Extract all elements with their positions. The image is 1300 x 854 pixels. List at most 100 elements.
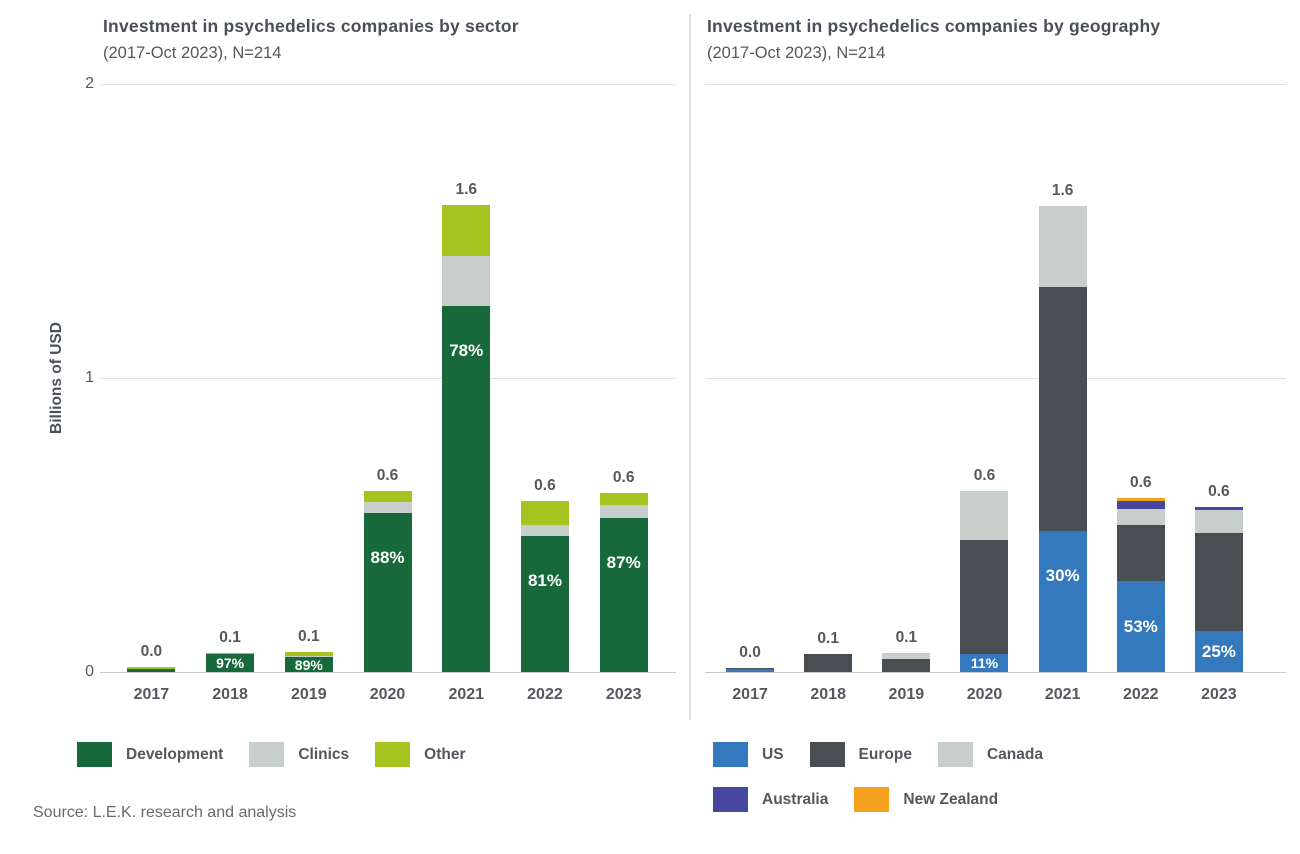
x-tick-2023: 2023 <box>605 686 642 703</box>
right-gridline-2 <box>705 84 1286 85</box>
left-chart-subtitle: (2017-Oct 2023), N=214 <box>103 44 282 62</box>
right-baseline <box>705 672 1286 673</box>
source-note: Source: L.E.K. research and analysis <box>33 804 297 821</box>
left-baseline <box>100 672 676 673</box>
x-tick-2020: 2020 <box>966 686 1003 703</box>
chart-divider <box>689 14 691 720</box>
x-tick-2023: 2023 <box>1201 686 1237 703</box>
bar-segment-clinics <box>520 525 569 536</box>
segment-percent-label: 88% <box>370 548 405 567</box>
legend-item-new-zealand: New Zealand <box>854 787 998 812</box>
bar-stack: 30% <box>1038 206 1087 672</box>
x-tick-2018: 2018 <box>212 686 248 703</box>
segment-percent-label: 11% <box>970 655 999 671</box>
legend-label: Australia <box>762 790 829 808</box>
bar-segment-other <box>284 652 333 656</box>
bar-segment-development: 78% <box>442 306 491 672</box>
bar-segment-canada <box>960 491 1009 540</box>
bar-segment-europe <box>1194 533 1243 631</box>
left-gridline-2 <box>100 84 676 85</box>
bar-stack: 97% <box>206 653 255 672</box>
x-tick-2022: 2022 <box>527 686 563 703</box>
legend-item-other: Other <box>375 742 466 767</box>
right-chart-legend-row2: Australia New Zealand <box>713 787 998 812</box>
x-tick-2021: 2021 <box>1044 686 1081 703</box>
legend-swatch-new-zealand <box>854 787 890 812</box>
legend-item-canada: Canada <box>937 742 1043 767</box>
legend-swatch-other <box>375 742 411 767</box>
x-tick-2020: 2020 <box>369 686 406 703</box>
left-gridline-1 <box>100 378 676 379</box>
bar-total-label: 0.0 <box>140 643 163 660</box>
right-chart-title: Investment in psychedelics companies by … <box>707 16 1161 36</box>
left-chart-plot: 0.0 0.1 97% 0.1 89% 0.6 88% 1.6 78% 0.6 81% 0.6 87% <box>112 84 663 672</box>
x-tick-2019: 2019 <box>888 686 925 703</box>
bar-segment-other <box>206 653 255 654</box>
segment-percent-label: 97% <box>216 655 245 671</box>
left-chart-title: Investment in psychedelics companies by … <box>103 16 519 36</box>
bar-stack <box>804 654 853 672</box>
bar-group-2019: 0.1 <box>867 84 945 672</box>
bar-segment-europe <box>1116 525 1165 581</box>
right-chart-legend-row1: US Europe Canada <box>713 742 1043 767</box>
y-axis-title: Billions of USD <box>48 322 65 434</box>
bar-total-label: 1.6 <box>455 181 478 198</box>
legend-item-australia: Australia <box>713 787 828 812</box>
bar-total-label: 0.6 <box>376 467 399 484</box>
y-tick-1: 1 <box>85 369 94 386</box>
bar-total-label: 0.6 <box>1129 474 1152 491</box>
right-chart-subtitle: (2017-Oct 2023), N=214 <box>707 44 886 62</box>
bar-segment-us: 25% <box>1194 631 1243 672</box>
bar-group-2017: 0.0 <box>711 84 789 672</box>
bar-total-label: 0.6 <box>1208 483 1230 500</box>
right-gridline-1 <box>705 378 1286 379</box>
bar-stack: 53% <box>1116 498 1165 672</box>
legend-label: Canada <box>986 745 1043 763</box>
bar-stack: 87% <box>599 493 648 672</box>
bar-group-2020: 0.6 88% <box>348 84 427 672</box>
x-tick-2017: 2017 <box>133 686 170 703</box>
x-tick-2019: 2019 <box>291 686 327 703</box>
bar-total-label: 0.1 <box>895 629 918 646</box>
legend-item-clinics: Clinics <box>249 742 349 767</box>
bar-segment-canada <box>1194 510 1243 533</box>
bar-total-label: 0.1 <box>298 628 320 645</box>
bar-segment-us: 53% <box>1116 581 1165 672</box>
left-x-axis-labels: 2017 2018 2019 2020 2021 2022 2023 <box>112 686 663 704</box>
legend-swatch-us <box>713 742 748 767</box>
legend-swatch-australia <box>713 787 748 812</box>
bar-segment-other <box>599 493 648 505</box>
bar-total-label: 0.1 <box>219 629 241 646</box>
bar-total-label: 0.0 <box>739 644 761 661</box>
legend-item-us: US <box>713 742 784 767</box>
x-tick-2017: 2017 <box>732 686 768 703</box>
segment-percent-label: 30% <box>1045 566 1080 585</box>
bar-segment-development: 81% <box>520 536 569 672</box>
legend-item-europe: Europe <box>809 742 912 767</box>
bar-stack <box>882 653 931 672</box>
x-tick-2021: 2021 <box>448 686 485 703</box>
bar-stack: 88% <box>363 491 412 672</box>
bar-segment-other <box>363 491 412 502</box>
bar-segment-europe <box>804 654 853 672</box>
bar-group-2023: 0.6 87% <box>584 84 663 672</box>
segment-percent-label: 87% <box>606 553 641 572</box>
bar-group-2019: 0.1 89% <box>269 84 348 672</box>
bar-segment-clinics <box>442 256 491 306</box>
bar-segment-other <box>442 205 491 256</box>
right-chart-plot: 0.0 0.1 0.1 0.6 11% 1.6 30% 0.6 53% 0.6 25% <box>711 84 1258 672</box>
bar-segment-development: 87% <box>599 518 648 672</box>
right-x-axis-labels: 2017 2018 2019 2020 2021 2022 2023 <box>711 686 1258 704</box>
bar-segment-canada <box>882 653 931 659</box>
bar-total-label: 0.6 <box>973 467 996 484</box>
bar-segment-other <box>127 667 176 669</box>
bar-group-2022: 0.6 81% <box>506 84 585 672</box>
left-chart-legend: Development Clinics Other <box>77 742 466 767</box>
bar-total-label: 0.6 <box>612 469 635 486</box>
legend-swatch-europe <box>809 742 845 767</box>
bar-stack: 89% <box>284 652 333 672</box>
segment-percent-label: 53% <box>1123 617 1158 636</box>
bar-segment-europe <box>882 659 931 672</box>
bar-segment-canada <box>1038 206 1087 287</box>
bar-segment-us <box>726 669 775 672</box>
